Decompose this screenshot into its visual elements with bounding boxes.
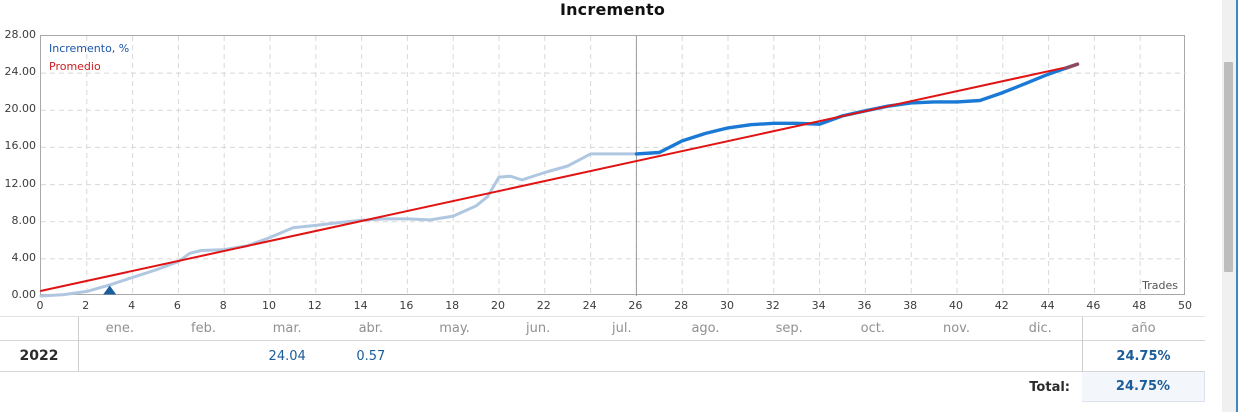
y-tick-label: 28.00: [4, 28, 37, 41]
y-tick-label: 20.00: [4, 102, 37, 116]
x-tick-label: 24: [582, 299, 597, 312]
chart-title: Incremento: [559, 0, 666, 19]
monthly-results-table: ene. feb. mar. abr. may. jun. jul. ago. sep. oct.…: [0, 316, 1205, 402]
x-tick-label: 18: [445, 299, 460, 312]
growth-line-history: [39, 152, 638, 298]
month-header-cell: nov.: [942, 321, 970, 336]
x-tick-label: 14: [353, 299, 368, 312]
vertical-scrollbar[interactable]: [1222, 0, 1240, 412]
month-header-cell: sep.: [775, 321, 803, 336]
x-tick-label: 48: [1132, 299, 1147, 312]
x-tick-label: 40: [949, 299, 963, 312]
y-tick-label: 24.00: [4, 65, 37, 79]
legend-promedio: Promedio: [49, 60, 101, 73]
x-tick-label: 34: [811, 299, 826, 312]
x-tick-label: 10: [262, 299, 276, 312]
month-header-cell: jun.: [526, 321, 551, 336]
year-cell: 2022: [19, 348, 59, 364]
total-column-separator: [1082, 317, 1083, 402]
month-header-cell: ago.: [691, 321, 720, 336]
x-tick-label: 16: [399, 299, 414, 312]
x-tick-label: 0: [36, 299, 44, 312]
x-tick-label: 20: [491, 299, 505, 312]
x-tick-label: 26: [628, 299, 643, 312]
x-tick-label: 30: [720, 299, 734, 312]
panel-edge-line: [1236, 0, 1238, 412]
year-total-header-cell: año: [1131, 321, 1156, 336]
table-top-rule: [0, 316, 1205, 317]
month-value-cell: 24.04: [268, 348, 306, 364]
row-rule: [0, 371, 1205, 372]
x-tick-label: 36: [857, 299, 872, 312]
year-column-separator: [78, 317, 79, 371]
y-tick-label: 0.00: [11, 288, 37, 301]
x-tick-label: 12: [307, 299, 322, 312]
month-value-cell: 0.57: [356, 348, 386, 364]
month-header-cell: dic.: [1028, 321, 1052, 336]
x-tick-label: 8: [219, 299, 227, 312]
x-tick-label: 22: [536, 299, 551, 312]
growth-chart-canvas: [39, 36, 1186, 298]
table-row: 2022 24.04 0.57 24.75%: [0, 341, 1205, 371]
x-tick-label: 42: [994, 299, 1009, 312]
table-header-row: ene. feb. mar. abr. may. jun. jul. ago. sep. oct.…: [0, 317, 1205, 340]
x-tick-label: 44: [1040, 299, 1055, 312]
x-tick-label: 2: [82, 299, 90, 312]
legend-incremento: Incremento, %: [49, 42, 130, 55]
deposit-marker-icon: [103, 285, 117, 295]
chart-legend: Incremento, % Promedio: [49, 40, 129, 76]
y-tick-label: 8.00: [11, 213, 37, 227]
average-line: [40, 65, 1073, 292]
total-label: Total:: [1029, 379, 1070, 395]
month-header-cell: may.: [439, 321, 470, 336]
y-tick-label: 12.00: [4, 176, 37, 190]
x-tick-label: 28: [674, 299, 689, 312]
total-value: 24.75%: [1082, 372, 1205, 402]
x-tick-label: 6: [173, 299, 181, 312]
month-header-cell: ene.: [105, 321, 135, 336]
x-tick-label: 46: [1086, 299, 1101, 312]
x-axis-label: Trades: [1142, 279, 1178, 292]
y-tick-label: 16.00: [4, 139, 37, 153]
plot-area: Incremento, % Promedio Trades: [39, 35, 1186, 298]
y-tick-label: 4.00: [11, 250, 37, 264]
scrollbar-thumb[interactable]: [1224, 62, 1233, 272]
end-marker-icon: [1063, 62, 1080, 70]
x-tick-label: 38: [903, 299, 918, 312]
table-total-row: Total: 24.75%: [0, 372, 1205, 402]
x-tick-label: 4: [128, 299, 136, 312]
month-header-cell: jul.: [612, 321, 632, 336]
header-rule: [0, 340, 1205, 341]
month-header-cell: feb.: [191, 321, 216, 336]
x-tick-label: 50: [1178, 299, 1192, 312]
month-header-cell: abr.: [358, 321, 384, 336]
year-total-cell: 24.75%: [1116, 348, 1171, 364]
month-header-cell: mar.: [272, 321, 302, 336]
month-header-cell: oct.: [860, 321, 885, 336]
x-tick-label: 32: [765, 299, 780, 312]
